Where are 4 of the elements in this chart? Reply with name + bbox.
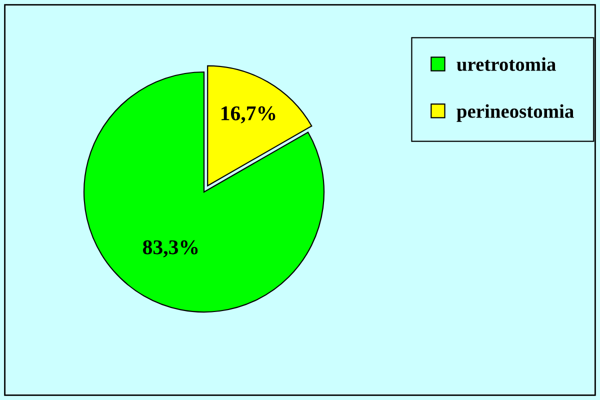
data-label: 16,7% — [222, 106, 276, 124]
legend-label: uretrotomia — [456, 57, 556, 72]
data-label: 83,3% — [142, 240, 198, 258]
legend-label: perineostomia — [456, 104, 574, 122]
